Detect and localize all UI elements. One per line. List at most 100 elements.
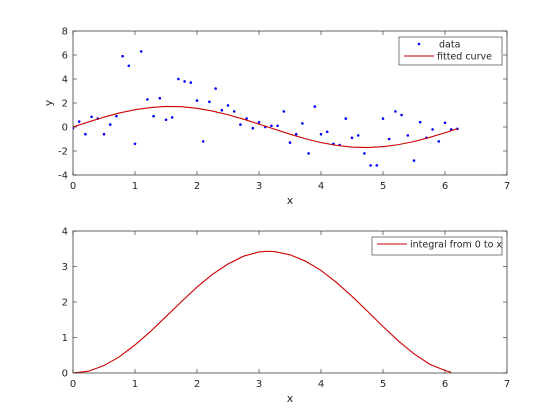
x-tick-label: 2 [194,181,200,192]
y-tick-label: 8 [62,27,68,38]
data-point [226,104,230,107]
data-point [406,134,410,137]
legend: integral from 0 to x [371,236,503,256]
data-point [133,142,137,146]
series-group [73,50,459,167]
data-point [276,124,279,128]
data-point [381,117,385,120]
x-tick-label: 6 [442,379,448,390]
x-axis-label: x [287,194,294,207]
data-point [115,114,118,118]
x-tick-label: 2 [194,379,200,390]
legend-label: data [439,40,460,51]
data-point [232,110,236,113]
data-point [363,152,366,155]
data-point [412,159,416,162]
y-tick-label: 0 [62,123,68,134]
data-point [177,77,180,81]
data-point [344,117,348,120]
x-tick-label: 1 [132,379,138,390]
data-point [369,164,372,167]
x-tick-label: 4 [318,379,324,390]
x-tick-label: 3 [256,379,262,390]
legend-marker [417,42,421,46]
data-point [251,126,255,130]
data-point [84,132,87,136]
data-point [121,54,124,58]
data-point [158,96,162,100]
legend-box [371,236,503,256]
data-point [375,164,379,167]
data-point [152,114,155,118]
x-tick-label: 7 [504,379,510,390]
data-point [400,113,403,117]
bottom-subplot: 0 1 2 3 4 5 6 7 0 1 2 3 4 x integral from 0 to x [62,227,511,406]
data-point [102,132,106,136]
x-tick-label: 3 [256,181,262,192]
data-point [220,108,224,112]
y-tick-label: 1 [62,333,68,344]
data-point [189,81,193,84]
data-point [319,132,323,136]
y-tick-label: -2 [58,147,68,158]
data-point [77,120,81,123]
data-point [288,141,292,144]
y-tick-label: 2 [62,298,68,309]
data-point [356,134,360,137]
data-point [257,120,261,124]
data-point [164,118,168,122]
legend-box [398,36,503,66]
data-point [245,117,248,120]
y-axis-label: y [42,99,55,106]
x-tick-label: 6 [442,181,448,192]
data-point [282,110,286,113]
x-tick-label: 1 [132,181,138,192]
data-point [394,110,397,113]
data-point [239,123,242,126]
data-point [387,137,391,141]
y-tick-label: 4 [62,75,68,86]
x-tick-label: 5 [380,379,386,390]
y-tick-label: 2 [62,99,68,110]
data-point [307,152,310,155]
data-point [437,140,441,143]
data-point [313,105,317,108]
data-point [127,64,131,68]
data-point [108,123,112,126]
data-point [201,140,205,143]
legend-label: fitted curve [437,52,492,63]
data-point [301,122,304,125]
data-point [431,128,434,131]
data-point [325,130,329,134]
data-point [146,98,149,101]
axes-box [72,30,508,176]
data-point [170,116,174,119]
y-tick-label: 3 [62,262,68,273]
data-point [183,80,186,83]
y-tick-label: -4 [58,171,68,182]
y-tick-label: 6 [62,51,68,62]
legend-label: integral from 0 to x [410,240,502,251]
data-point [90,115,93,119]
data-point [443,121,447,125]
axes-box [72,230,508,374]
series-group [73,250,452,373]
data-point [350,136,354,140]
y-tick-label: 0 [62,369,68,380]
series-line [73,105,458,149]
series-line [73,250,452,373]
x-axis-label: x [287,392,294,405]
data-point [195,99,199,102]
x-tick-label: 0 [70,181,76,192]
data-point [214,87,217,90]
y-tick-label: 4 [62,227,68,238]
data-point [270,124,273,128]
x-tick-label: 0 [70,379,76,390]
x-tick-label: 7 [504,181,510,192]
x-tick-label: 5 [380,181,386,192]
data-point [294,132,298,136]
data-point [139,50,143,53]
